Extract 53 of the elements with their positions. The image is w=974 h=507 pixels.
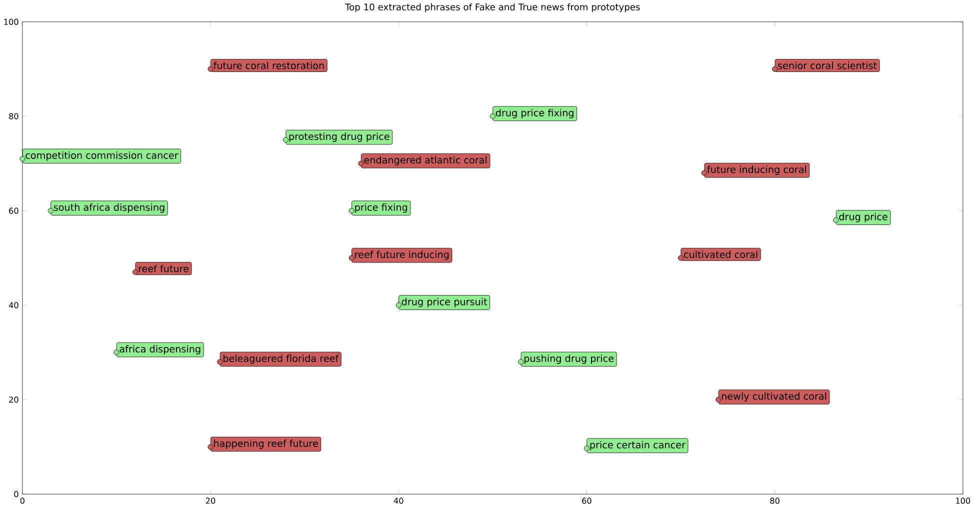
point <box>490 113 496 119</box>
data-label: beleaguered florida reef <box>224 354 339 364</box>
data-label: future coral restoration <box>213 62 324 70</box>
data-label: protesting drug price <box>289 132 390 142</box>
point <box>348 255 354 261</box>
data-label: happening reef future <box>214 439 318 449</box>
point <box>217 359 223 365</box>
data-label: drug price <box>839 212 888 222</box>
data-label: newly cultivated coral <box>722 392 826 402</box>
x-tick-label: 0 <box>20 498 24 504</box>
x-tick-label: 80 <box>770 498 780 504</box>
x-tick-label: 100 <box>956 498 970 504</box>
data-label: competition commission cancer <box>26 151 178 161</box>
point <box>678 255 684 261</box>
x-tick-label: 60 <box>582 498 592 504</box>
point <box>132 269 138 275</box>
x-tick-label: 40 <box>394 498 404 504</box>
data-label: cultivated coral <box>684 250 758 258</box>
y-tick-label: 100 <box>4 18 18 25</box>
data-label: future inducing coral <box>707 166 806 175</box>
y-tick-label: 80 <box>9 113 18 120</box>
chart-title: Top 10 extracted phrases of Fake and True news from prototypes <box>345 3 640 12</box>
point <box>702 170 708 176</box>
data-label: africa dispensing <box>120 345 200 354</box>
point <box>716 396 722 402</box>
data-label: drug price pursuit <box>402 298 488 308</box>
point <box>396 302 402 308</box>
data-label: price fixing <box>355 203 408 213</box>
point <box>772 66 778 72</box>
y-tick-label: 0 <box>14 490 18 498</box>
point <box>358 160 364 166</box>
y-tick-label: 40 <box>8 302 18 308</box>
data-label: reef future <box>138 264 188 272</box>
data-label: drug price fixing <box>496 108 574 118</box>
data-label: price certain cancer <box>590 440 686 450</box>
point <box>833 217 839 223</box>
point <box>20 156 26 162</box>
y-tick-label: 60 <box>9 208 18 214</box>
point <box>584 445 590 451</box>
data-label: senior coral scientist <box>778 62 877 70</box>
point <box>114 350 120 356</box>
point <box>348 208 354 214</box>
y-tick-label: 20 <box>9 396 18 403</box>
point <box>518 359 524 365</box>
data-label: south africa dispensing <box>54 203 164 213</box>
point <box>283 137 288 143</box>
data-label: pushing drug price <box>524 354 614 364</box>
point <box>208 444 214 450</box>
data-label: reef future inducing <box>355 250 449 260</box>
point <box>48 208 54 214</box>
point <box>208 66 214 72</box>
data-label: endangered atlantic coral <box>364 156 487 166</box>
x-tick-label: 20 <box>206 498 216 504</box>
